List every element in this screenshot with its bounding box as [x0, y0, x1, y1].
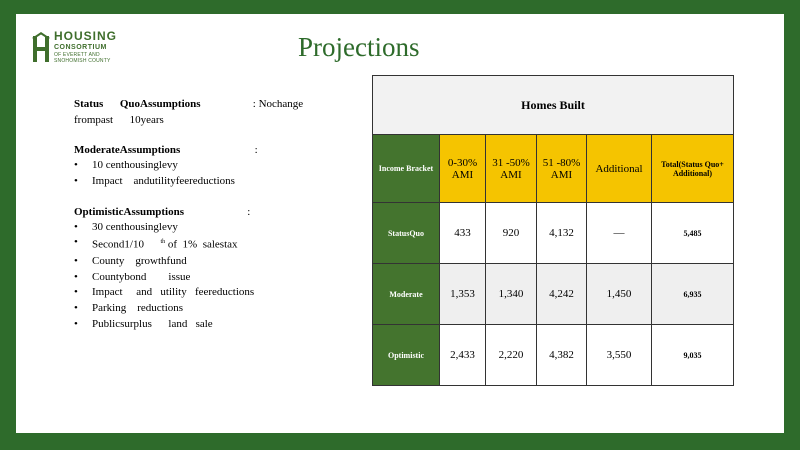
row-label: Optimistic — [372, 324, 440, 386]
moderate-heading-line: ModerateAssumptions : — [74, 142, 374, 158]
table-cell-total: 6,935 — [651, 263, 734, 325]
table-cell-total: 9,035 — [651, 324, 734, 386]
list-item-sup: th — [160, 239, 166, 246]
table-cell: 4,242 — [536, 263, 587, 325]
table-cell: 3,550 — [586, 324, 652, 386]
row-label: Moderate — [372, 263, 440, 325]
table-title: Homes Built — [372, 75, 734, 135]
logo-line-1: HOUSING — [54, 29, 118, 43]
house-logo-icon — [32, 32, 50, 62]
moderate-colon: : — [254, 144, 258, 156]
logo-line-2: CONSORTIUM — [54, 44, 107, 51]
table-cell: 433 — [439, 202, 486, 264]
table-row: Optimistic 2,433 2,220 4,382 3,550 9,035 — [372, 324, 734, 386]
column-header-51-80: 51 -80% AMI — [536, 134, 587, 203]
projections-table: Homes Built Income Bracket 0-30% AMI 31 … — [372, 75, 734, 386]
list-item: 30 centhousinglevy — [74, 220, 374, 236]
status-quo-block: Status QuoAssumptions : Nochange frompas… — [74, 96, 374, 128]
table-cell: 4,382 — [536, 324, 587, 386]
table-row: Moderate 1,353 1,340 4,242 1,450 6,935 — [372, 263, 734, 325]
list-item: Impact andutilityfeereductions — [74, 174, 374, 190]
table-cell: — — [586, 202, 652, 264]
list-item: Parking reductions — [74, 301, 374, 317]
column-header-additional: Additional — [586, 134, 652, 203]
column-header-income-bracket: Income Bracket — [372, 134, 440, 203]
assumptions-list: Status QuoAssumptions : Nochange frompas… — [74, 96, 374, 347]
table-cell-total: 5,485 — [651, 202, 734, 264]
table-cell: 920 — [485, 202, 537, 264]
table-cell: 1,353 — [439, 263, 486, 325]
column-header-31-50: 31 -50% AMI — [485, 134, 537, 203]
list-item: Second1/10 th of 1% salestax — [74, 235, 374, 253]
list-item: County growthfund — [74, 254, 374, 270]
optimistic-items: 30 centhousinglevy Second1/10 th of 1% s… — [74, 220, 374, 333]
table-title-b: Built — [559, 97, 585, 112]
logo-line-4: SNOHOMISH COUNTY — [54, 58, 111, 64]
table-header-row: Income Bracket 0-30% AMI 31 -50% AMI 51 … — [372, 134, 734, 203]
logo-text: HOUSING CONSORTIUM OF EVERETT AND SNOHOM… — [54, 29, 118, 65]
list-item: Countybond issue — [74, 270, 374, 286]
status-quo-heading-b: QuoAssumptions — [119, 98, 201, 110]
status-quo-heading-a: Status — [74, 98, 104, 110]
list-item: 10 centhousinglevy — [74, 158, 374, 174]
table-row: StatusQuo 433 920 4,132 — 5,485 — [372, 202, 734, 264]
column-header-0-30: 0-30% AMI — [439, 134, 486, 203]
moderate-heading: ModerateAssumptions — [74, 144, 181, 156]
list-item: Publicsurplus land sale — [74, 317, 374, 333]
list-item-pre: Second1/10 — [92, 239, 161, 252]
page-title: Projections — [298, 32, 420, 62]
moderate-items: 10 centhousinglevy Impact andutilityfeer… — [74, 158, 374, 190]
moderate-block: ModerateAssumptions : 10 centhousinglevy… — [74, 142, 374, 190]
table-cell: 4,132 — [536, 202, 587, 264]
list-item-post: of 1% salestax — [165, 239, 238, 252]
status-quo-colon-text: : Nochange — [252, 98, 304, 110]
optimistic-heading: OptimisticAssumptions — [74, 205, 185, 218]
table-cell: 2,433 — [439, 324, 486, 386]
status-quo-heading-line: Status QuoAssumptions : Nochange — [74, 96, 374, 112]
table-title-row: Homes Built — [372, 75, 734, 135]
table-cell: 1,340 — [485, 263, 537, 325]
table-cell: 2,220 — [485, 324, 537, 386]
column-header-total: Total(Status Quo+ Additional) — [651, 134, 734, 203]
logo-line-3: OF EVERETT AND — [54, 52, 100, 58]
housing-consortium-logo: HOUSING CONSORTIUM OF EVERETT AND SNOHOM… — [32, 30, 122, 68]
optimistic-heading-line: OptimisticAssumptions : — [74, 204, 374, 220]
table-title-a: Homes — [521, 97, 557, 112]
optimistic-block: OptimisticAssumptions : 30 centhousingle… — [74, 204, 374, 333]
table-cell: 1,450 — [586, 263, 652, 325]
status-quo-line-2: frompast 10years — [74, 114, 164, 126]
row-label: StatusQuo — [372, 202, 440, 264]
optimistic-colon: : — [247, 205, 251, 218]
slide-content: HOUSING CONSORTIUM OF EVERETT AND SNOHOM… — [16, 14, 784, 433]
list-item: Impact and utility feereductions — [74, 285, 374, 301]
